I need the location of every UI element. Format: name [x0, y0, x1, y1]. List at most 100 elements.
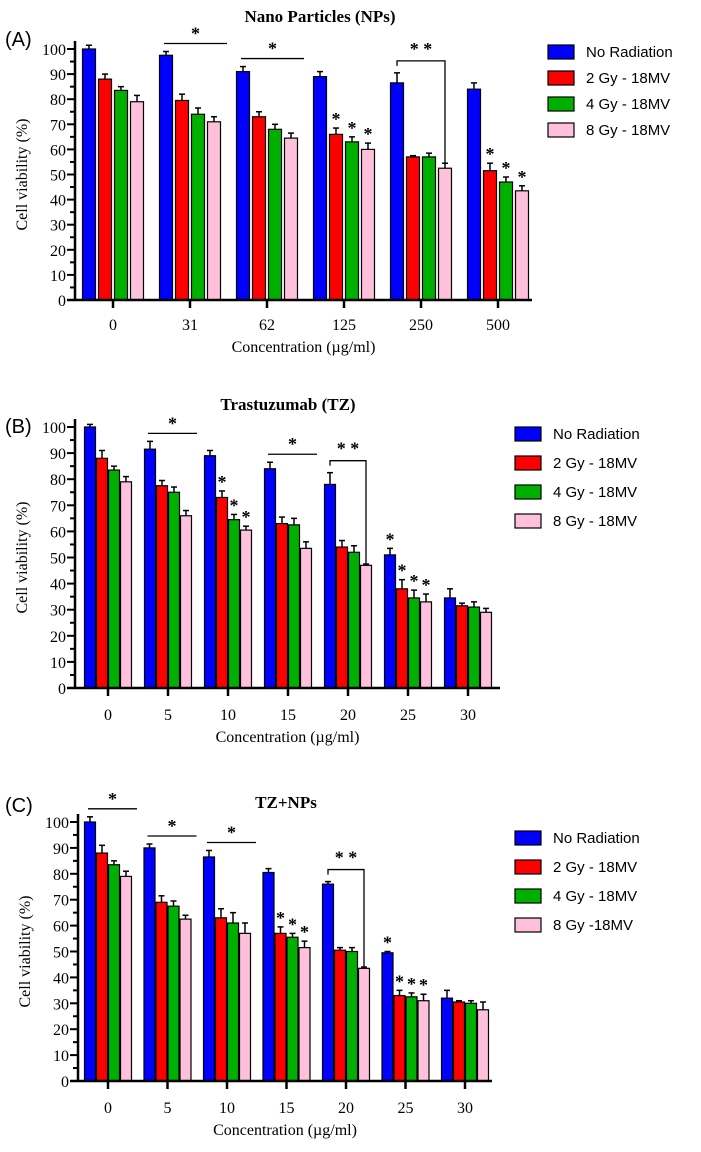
- legend-item: 4 Gy - 18MV: [514, 888, 637, 905]
- significance-star: *: [410, 571, 419, 591]
- bar: [360, 148, 376, 301]
- bar: [267, 128, 283, 301]
- y-tick-label: 0: [61, 1074, 69, 1091]
- chart-panel-2: (B) Trastuzumab (TZ) Cell viability (%) Con…: [5, 395, 640, 746]
- bar: [95, 852, 109, 1082]
- legend-swatch: [547, 96, 575, 112]
- bar: [203, 455, 217, 689]
- x-tick-label: 15: [279, 1100, 295, 1117]
- legend-item: 2 Gy - 18MV: [514, 859, 637, 876]
- bar: [323, 483, 337, 689]
- legend-swatch: [547, 44, 575, 60]
- legend-label: 8 Gy - 18MV: [586, 122, 670, 139]
- bar: [283, 137, 299, 301]
- legend-label: 2 Gy - 18MV: [553, 859, 637, 876]
- x-axis-label: Concentration (µg/ml): [213, 1122, 357, 1139]
- bar: [345, 950, 359, 1082]
- legend-swatch: [514, 484, 542, 500]
- x-tick-label: 0: [104, 707, 112, 724]
- bar: [299, 547, 313, 689]
- legend-label: 4 Gy - 18MV: [553, 484, 637, 501]
- bar: [383, 554, 397, 689]
- y-tick-label: 80: [50, 472, 66, 489]
- bar: [479, 611, 493, 689]
- bar: [405, 156, 421, 301]
- legend-swatch: [514, 513, 542, 529]
- y-tick-label: 10: [50, 268, 66, 285]
- y-tick-label: 20: [50, 243, 66, 260]
- bar: [344, 141, 360, 301]
- y-tick-label: 30: [50, 603, 66, 620]
- y-tick-label: 0: [58, 293, 66, 310]
- significance-star: *: [502, 158, 511, 178]
- chart-title: TZ+NPs: [255, 793, 317, 812]
- y-tick-label: 0: [58, 681, 66, 698]
- legend-swatch: [514, 426, 542, 442]
- bar: [514, 190, 530, 301]
- bar: [287, 524, 301, 689]
- significance-star: *: [168, 816, 177, 836]
- legend-swatch: [547, 122, 575, 138]
- legend-swatch: [514, 859, 542, 875]
- bar: [393, 994, 406, 1082]
- legend-swatch: [547, 70, 575, 86]
- bar: [238, 932, 252, 1082]
- bar: [119, 875, 133, 1082]
- y-tick-label: 20: [53, 1022, 69, 1039]
- bar: [226, 922, 240, 1082]
- significance-star: * *: [410, 39, 433, 59]
- legend-item: 8 Gy - 18MV: [514, 513, 637, 530]
- chart-title: Trastuzumab (TZ): [220, 395, 355, 414]
- bar: [202, 856, 216, 1082]
- bar: [174, 99, 190, 301]
- legend-item: 2 Gy - 18MV: [514, 455, 637, 472]
- bar: [129, 101, 145, 301]
- bar: [321, 883, 335, 1082]
- bar: [251, 116, 267, 301]
- bar: [466, 88, 482, 301]
- legend-item: No Radiation: [514, 426, 640, 443]
- significance-star: *: [383, 933, 392, 953]
- x-tick-label: 20: [338, 1100, 354, 1117]
- bar: [407, 597, 421, 689]
- y-axis-label: Cell viability (%): [14, 119, 31, 231]
- significance-star: *: [486, 144, 495, 164]
- bar: [143, 847, 156, 1082]
- bar: [455, 605, 469, 689]
- bar: [482, 170, 498, 301]
- legend-label: No Radiation: [586, 44, 673, 61]
- y-tick-label: 40: [53, 970, 69, 987]
- y-tick-label: 90: [50, 446, 66, 463]
- x-tick-label: 0: [104, 1100, 112, 1117]
- y-tick-label: 50: [50, 168, 66, 185]
- legend-label: 4 Gy - 18MV: [553, 888, 637, 905]
- bar: [443, 597, 457, 689]
- y-tick-label: 30: [50, 218, 66, 235]
- y-tick-label: 10: [53, 1048, 69, 1065]
- legend-item: No Radiation: [547, 44, 673, 61]
- legend-swatch: [514, 830, 542, 846]
- legend-label: 4 Gy - 18MV: [586, 96, 670, 113]
- bar: [97, 78, 113, 301]
- bar: [262, 871, 275, 1082]
- x-tick-label: 25: [398, 1100, 414, 1117]
- significance-star: *: [395, 971, 404, 991]
- bar: [155, 485, 169, 689]
- bar: [275, 522, 289, 689]
- bar: [464, 1002, 478, 1082]
- bar: [143, 448, 157, 689]
- x-tick-label: 5: [164, 707, 172, 724]
- legend-swatch: [514, 455, 542, 471]
- x-tick-label: 10: [220, 707, 236, 724]
- bar: [215, 496, 229, 689]
- significance-star: *: [242, 507, 251, 527]
- legend-item: 8 Gy -18MV: [514, 917, 633, 934]
- significance-star: *: [288, 914, 297, 934]
- legend-item: 2 Gy - 18MV: [547, 70, 670, 87]
- bar: [167, 905, 180, 1082]
- x-tick-label: 0: [109, 317, 117, 334]
- bar: [498, 181, 514, 301]
- x-tick-label: 30: [457, 1100, 473, 1117]
- y-tick-label: 100: [42, 42, 66, 59]
